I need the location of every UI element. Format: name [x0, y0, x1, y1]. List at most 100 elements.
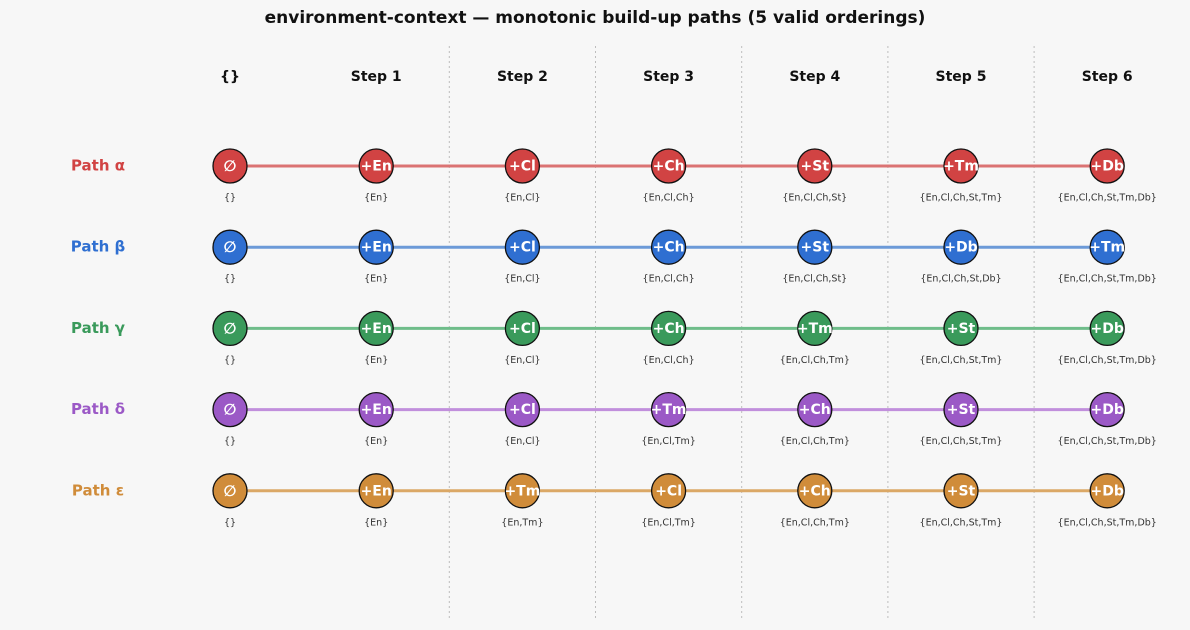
step-node: [797, 310, 833, 347]
step-node: [797, 148, 833, 184]
step-node: [358, 473, 394, 509]
step-node-label: ∅: [224, 157, 237, 175]
step-node: [650, 473, 687, 509]
step-set-label: {En,Cl,Ch,St,Tm,Db}: [1058, 436, 1157, 447]
path-row: Path α ∅ {} +En {En} +Cl {En,Cl} +Ch {En,Cl,Ch} +…: [71, 148, 1157, 204]
step-node: [797, 229, 833, 265]
path-row: Path ε ∅ {} +En {En} +Tm {En,Tm} +Cl {En,Cl,Tm} +…: [72, 473, 1157, 528]
step-node-label: +St: [947, 402, 976, 418]
step-node: [1089, 229, 1125, 265]
path-row: Path δ ∅ {} +En {En} +Cl {En,Cl} +Tm {En,Cl,Tm} +…: [71, 391, 1157, 447]
step-set-label: {En,Cl}: [504, 274, 540, 285]
step-node-label: +St: [947, 321, 976, 337]
step-node-label: +Cl: [509, 402, 536, 418]
step-node-label: +Ch: [799, 483, 831, 499]
step-set-label: {En,Cl}: [504, 436, 540, 447]
step-set-label: {En,Cl,Ch,Tm}: [780, 517, 850, 528]
step-node: [650, 391, 687, 428]
step-set-label: {En,Cl}: [504, 355, 540, 366]
step-set-label: {En,Cl,Ch,St,Db}: [920, 274, 1001, 285]
step-set-label: {}: [224, 274, 236, 285]
step-node-label: +St: [947, 483, 976, 499]
step-node-label: +Tm: [651, 402, 687, 418]
step-set-label: {En,Cl,Ch}: [643, 355, 695, 366]
step-node: [1089, 473, 1125, 509]
step-set-label: {En,Cl,Ch,St}: [782, 193, 847, 204]
column-header: Step 1: [351, 69, 402, 85]
step-node: [943, 229, 979, 265]
step-node: [650, 229, 687, 265]
step-node-label: +En: [361, 402, 392, 418]
step-node: [504, 310, 541, 347]
step-node: [797, 473, 833, 509]
step-node-label: +Db: [1091, 321, 1124, 337]
diagram-title: environment-context — monotonic build-up…: [264, 8, 926, 28]
path-label: Path δ: [71, 400, 125, 418]
step-set-label: {En}: [364, 436, 388, 447]
step-node: [504, 229, 541, 265]
step-node: [358, 229, 394, 265]
step-node-label: +St: [801, 240, 830, 256]
step-set-label: {En,Cl,Tm}: [641, 517, 695, 528]
step-set-label: {}: [224, 193, 236, 204]
step-set-label: {En,Cl,Ch}: [643, 274, 695, 285]
step-node-label: +Tm: [1089, 240, 1125, 256]
step-node: [504, 391, 541, 428]
step-node: [212, 148, 248, 184]
step-set-label: {En,Cl,Ch,St,Tm}: [920, 517, 1003, 528]
step-node-label: +Ch: [653, 321, 685, 337]
path-row: Path γ ∅ {} +En {En} +Cl {En,Cl} +Ch {En,Cl,Ch} +…: [71, 310, 1157, 366]
step-node-label: ∅: [224, 482, 237, 500]
step-node: [1089, 310, 1125, 347]
step-node-label: +En: [361, 321, 392, 337]
step-set-label: {En}: [364, 274, 388, 285]
step-set-label: {En,Cl,Ch,St,Tm,Db}: [1058, 517, 1157, 528]
step-node: [212, 229, 248, 265]
step-node: [797, 391, 833, 428]
path-row: Path β ∅ {} +En {En} +Cl {En,Cl} +Ch {En,Cl,Ch} +…: [71, 229, 1157, 285]
step-set-label: {En,Cl,Ch,Tm}: [780, 355, 850, 366]
step-node-label: +Tm: [943, 159, 979, 175]
step-set-label: {}: [224, 355, 236, 366]
step-separators: [448, 46, 1035, 620]
step-node-label: +Cl: [655, 483, 682, 499]
path-label: Path ε: [72, 481, 124, 499]
step-set-label: {En}: [364, 193, 388, 204]
step-node-label: +En: [361, 483, 392, 499]
step-node: [212, 310, 248, 347]
step-set-label: {En,Cl,Ch,St,Tm,Db}: [1058, 193, 1157, 204]
path-label: Path α: [71, 157, 125, 175]
step-node: [358, 391, 394, 428]
step-node-label: +Ch: [799, 402, 831, 418]
step-node: [650, 310, 687, 347]
step-node-label: +Cl: [509, 321, 536, 337]
step-set-label: {En,Cl,Ch,St,Tm,Db}: [1058, 355, 1157, 366]
step-node: [358, 148, 394, 184]
step-node: [504, 473, 541, 509]
step-set-label: {En}: [364, 517, 388, 528]
step-node-label: ∅: [224, 401, 237, 419]
step-set-label: {En,Cl,Ch}: [643, 193, 695, 204]
column-header: Step 6: [1082, 69, 1133, 85]
step-node-label: +Cl: [509, 240, 536, 256]
step-node-label: +Ch: [653, 159, 685, 175]
step-node-label: +Ch: [653, 240, 685, 256]
step-set-label: {En,Cl,Ch,St,Tm}: [920, 436, 1003, 447]
column-header: Step 5: [936, 69, 987, 85]
step-set-label: {En,Cl,Ch,St}: [782, 274, 847, 285]
step-set-label: {En,Cl,Ch,Tm}: [780, 436, 850, 447]
step-node: [943, 473, 979, 509]
step-node-label: +En: [361, 159, 392, 175]
step-node-label: ∅: [224, 238, 237, 256]
path-label: Path β: [71, 238, 126, 256]
step-node-label: +Db: [1091, 159, 1124, 175]
step-node: [358, 310, 394, 347]
step-set-label: {En,Cl,Ch,St,Tm,Db}: [1058, 274, 1157, 285]
step-node: [212, 473, 248, 509]
step-node: [212, 391, 248, 428]
step-node-label: ∅: [224, 319, 237, 337]
step-node: [943, 310, 979, 347]
column-header: Step 4: [789, 69, 840, 85]
